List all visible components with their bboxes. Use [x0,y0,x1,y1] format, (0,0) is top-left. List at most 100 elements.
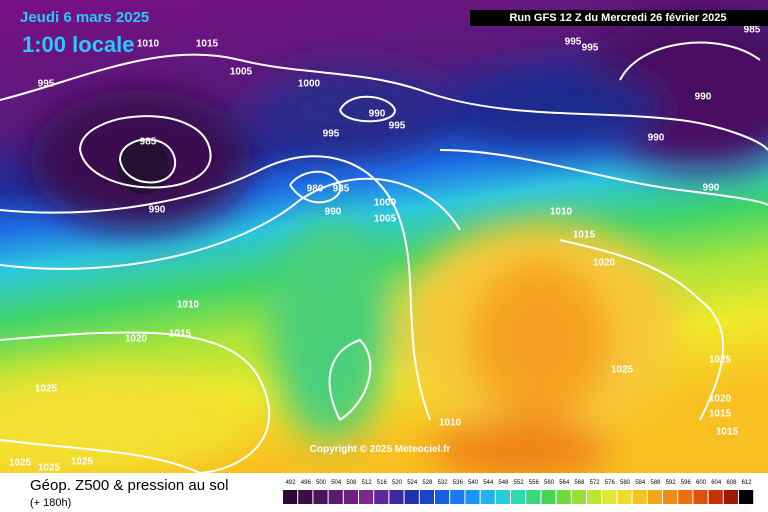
isobar-label: 990 [325,207,342,218]
scale-swatch [404,490,419,504]
scale-label: 504 [331,480,342,486]
scale-label: 572 [590,480,601,486]
isobar-label: 1025 [9,458,32,469]
isobar-label: 990 [703,183,720,194]
scale-swatch [511,490,526,504]
isobar-label: 1015 [573,230,596,241]
isobar-label: 990 [695,92,712,103]
scale-swatch [450,490,465,504]
scale-label: 528 [422,480,433,486]
isobar-label: 1025 [709,355,732,366]
scale-label: 560 [544,480,555,486]
time-label: 1:00 locale [22,32,135,57]
scale-swatch [465,490,480,504]
isobar-label: 1015 [716,427,739,438]
isobars [0,41,768,474]
scale-label: 584 [635,480,646,486]
scale-label: 508 [346,480,357,486]
scale-swatch [663,490,678,504]
isobar-label: 1000 [374,198,397,209]
isobar-label: 995 [389,121,406,132]
isobar-label: 995 [323,129,340,140]
isobar-label: 985 [333,184,350,195]
isobar-label: 995 [565,37,582,48]
scale-label: 544 [483,480,494,486]
isobar-label: 1020 [709,394,732,405]
isobar-label: 1005 [374,214,397,225]
field-shading [0,10,768,480]
date-label: Jeudi 6 mars 2025 [20,9,149,26]
isobar-label: 985 [744,25,761,36]
isobar-label: 995 [38,79,55,90]
isobar-label: 1010 [439,418,462,429]
scale-label: 548 [498,480,509,486]
scale-label: 596 [681,480,692,486]
isobar-label: 1025 [35,384,58,395]
scale-label: 512 [362,480,373,486]
scale-swatch [541,490,556,504]
scale-swatch [587,490,602,504]
scale-swatch [678,490,693,504]
isobar-label: 1015 [196,39,219,50]
footer-title: Géop. Z500 & pression au sol [30,477,228,494]
scale-swatch [739,490,754,504]
scale-swatch [359,490,374,504]
isobar-label: 1010 [550,207,573,218]
scale-swatch [343,490,358,504]
scale-swatch [283,490,298,504]
scale-swatch [495,490,510,504]
isobar-label: 985 [140,137,157,148]
scale-label: 568 [574,480,585,486]
scale-label: 576 [605,480,616,486]
low-core [117,138,169,194]
scale-label: 496 [301,480,312,486]
scale-label: 604 [711,480,722,486]
isobar-label: 1015 [169,329,192,340]
scale-swatch [632,490,647,504]
isobar-label: 1000 [298,79,321,90]
scale-swatch [708,490,723,504]
scale-label: 556 [529,480,540,486]
scale-swatch [571,490,586,504]
scale-swatch [617,490,632,504]
scale-label: 588 [650,480,661,486]
scale-swatch [435,490,450,504]
footer-lead: (+ 180h) [30,497,71,509]
scale-swatch [693,490,708,504]
isobar-label: 995 [582,43,599,54]
isobar-label: 1020 [125,334,148,345]
isobar-label: 990 [648,133,665,144]
scale-label: 552 [514,480,525,486]
scale-label: 524 [407,480,418,486]
scale-swatch [647,490,662,504]
scale-label: 580 [620,480,631,486]
scale-label: 600 [696,480,707,486]
scale-label: 516 [377,480,388,486]
isobar-label: 1010 [177,300,200,311]
isobar-label: 980 [307,184,324,195]
scale-label: 608 [726,480,737,486]
run-box [470,10,768,26]
scale-label: 520 [392,480,403,486]
copyright: Copyright © 2025 Meteociel.fr [310,444,451,455]
isobar-label: 1015 [709,409,732,420]
scale-swatch [389,490,404,504]
isobar-label: 1010 [137,39,160,50]
scale-label: 592 [666,480,677,486]
scale-swatch [313,490,328,504]
scale-label: 536 [453,480,464,486]
scale-label: 500 [316,480,327,486]
isobar-label: 1025 [611,365,634,376]
isobar-label: 990 [149,205,166,216]
scale-swatch [723,490,738,504]
isobar-label: 1020 [593,258,616,269]
scale-label: 540 [468,480,479,486]
scale-label: 492 [286,480,297,486]
run-label: Run GFS 12 Z du Mercredi 26 février 2025 [509,12,726,24]
isobar-label: 1025 [71,457,94,468]
scale-swatch [298,490,313,504]
scale-label: 532 [438,480,449,486]
isobar-label: 1025 [38,463,61,474]
scale-swatch [419,490,434,504]
